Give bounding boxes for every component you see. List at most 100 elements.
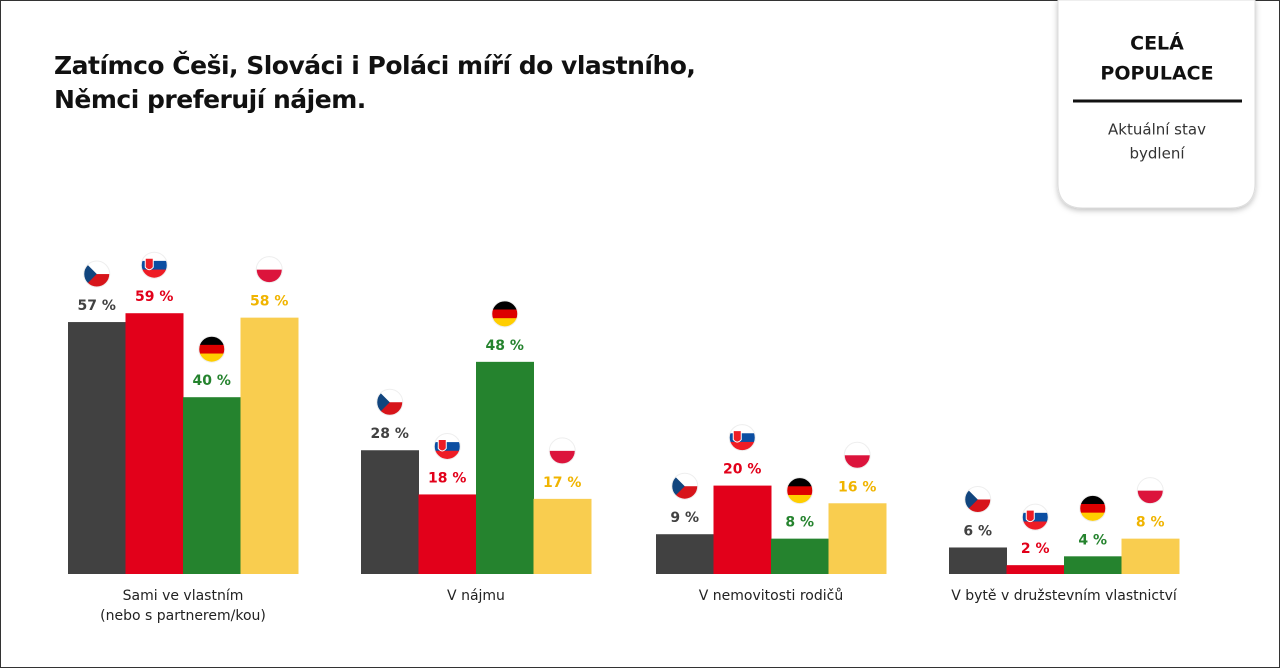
- bar: [476, 361, 534, 574]
- flag-part: [729, 424, 756, 434]
- flag-ring: [83, 260, 111, 288]
- flag-part: [491, 300, 518, 311]
- value-label: 17 %: [543, 475, 581, 491]
- flag: [671, 473, 698, 500]
- flag-part: [376, 389, 390, 416]
- bar: [1006, 565, 1065, 574]
- flag-ring: [491, 300, 519, 328]
- value-label: 58 %: [250, 294, 288, 310]
- value-label: 9 %: [670, 510, 699, 526]
- bar: [533, 498, 592, 574]
- bar: [240, 317, 299, 574]
- flag-part: [1137, 490, 1164, 504]
- flag-part: [1079, 512, 1106, 522]
- flag: [786, 477, 813, 504]
- flag-part: [844, 442, 871, 456]
- flag-part: [144, 257, 154, 271]
- bar: [828, 503, 887, 574]
- flag-part: [729, 441, 756, 451]
- flag-part: [549, 450, 576, 464]
- bar: [68, 322, 126, 574]
- x-tick-label: V nájmu: [447, 588, 505, 604]
- flag-part: [1025, 509, 1035, 523]
- flag: [729, 424, 756, 451]
- flag-part: [964, 486, 978, 513]
- flag-part: [198, 344, 225, 355]
- flag-ring: [433, 432, 461, 460]
- panel-subtitle: bydlení: [1130, 145, 1186, 163]
- flag-part: [549, 437, 576, 451]
- flag-part: [671, 473, 685, 500]
- flag: [549, 437, 576, 464]
- x-tick-label: (nebo s partnerem/kou): [100, 608, 266, 624]
- flag-part: [437, 438, 447, 452]
- flag: [83, 261, 110, 288]
- bar: [418, 494, 477, 574]
- value-label: 18 %: [428, 470, 466, 486]
- panel-title: CELÁ: [1130, 32, 1184, 55]
- chart-title: Němci preferují nájem.: [54, 85, 366, 114]
- flag-part: [256, 256, 283, 270]
- flag-ring: [843, 441, 871, 469]
- flag-part: [786, 494, 813, 504]
- panel-box: [1057, 0, 1256, 209]
- flag-part: [844, 455, 871, 469]
- flag-part: [83, 261, 97, 288]
- bar: [949, 547, 1007, 574]
- bar: [713, 485, 772, 574]
- flag-ring: [1021, 503, 1049, 531]
- flag-part: [198, 353, 225, 363]
- flag-ring: [671, 472, 699, 500]
- flag-part: [729, 433, 756, 443]
- value-label: 59 %: [135, 289, 173, 305]
- flag-ring: [1136, 477, 1164, 505]
- flag: [1079, 495, 1106, 522]
- flag-part: [786, 486, 813, 496]
- flag-ring: [786, 477, 814, 505]
- flag: [844, 442, 871, 469]
- value-label: 40 %: [193, 373, 231, 389]
- bar: [361, 450, 419, 574]
- value-label: 16 %: [838, 479, 876, 495]
- flag: [256, 256, 283, 283]
- flag-part: [1022, 512, 1049, 522]
- bar: [183, 397, 241, 574]
- flag-part: [1137, 477, 1164, 491]
- value-label: 6 %: [963, 523, 992, 539]
- bar: [125, 313, 184, 574]
- flag-part: [1022, 504, 1049, 514]
- x-tick-label: Sami ve vlastním: [123, 588, 244, 604]
- value-label: 8 %: [1136, 515, 1165, 531]
- flag-ring: [376, 388, 404, 416]
- value-label: 28 %: [371, 426, 409, 442]
- flag-ring: [728, 424, 756, 452]
- flag-ring: [964, 485, 992, 513]
- value-label: 8 %: [785, 515, 814, 531]
- flag: [964, 486, 991, 513]
- flag-part: [491, 318, 518, 327]
- flag-part: [786, 477, 813, 487]
- flag-part: [434, 450, 461, 460]
- x-tick-label: V bytě v družstevním vlastnictví: [951, 588, 1178, 604]
- value-label: 48 %: [486, 338, 524, 354]
- bar: [1121, 538, 1180, 574]
- panel-title: POPULACE: [1100, 63, 1213, 85]
- flag-ring: [198, 335, 226, 363]
- flag-part: [198, 336, 225, 346]
- flag-part: [491, 309, 518, 319]
- flag: [141, 252, 168, 279]
- flag-ring: [140, 251, 168, 279]
- flag: [491, 300, 518, 327]
- flag: [1022, 504, 1049, 531]
- panel-subtitle: Aktuální stav: [1108, 121, 1206, 139]
- x-tick-label: V nemovitosti rodičů: [699, 588, 843, 604]
- flag-part: [732, 430, 742, 443]
- flag: [1137, 477, 1164, 504]
- bar: [771, 538, 829, 574]
- value-label: 20 %: [723, 462, 761, 478]
- flag: [376, 389, 403, 416]
- bar: [1064, 556, 1122, 574]
- flag: [198, 336, 225, 363]
